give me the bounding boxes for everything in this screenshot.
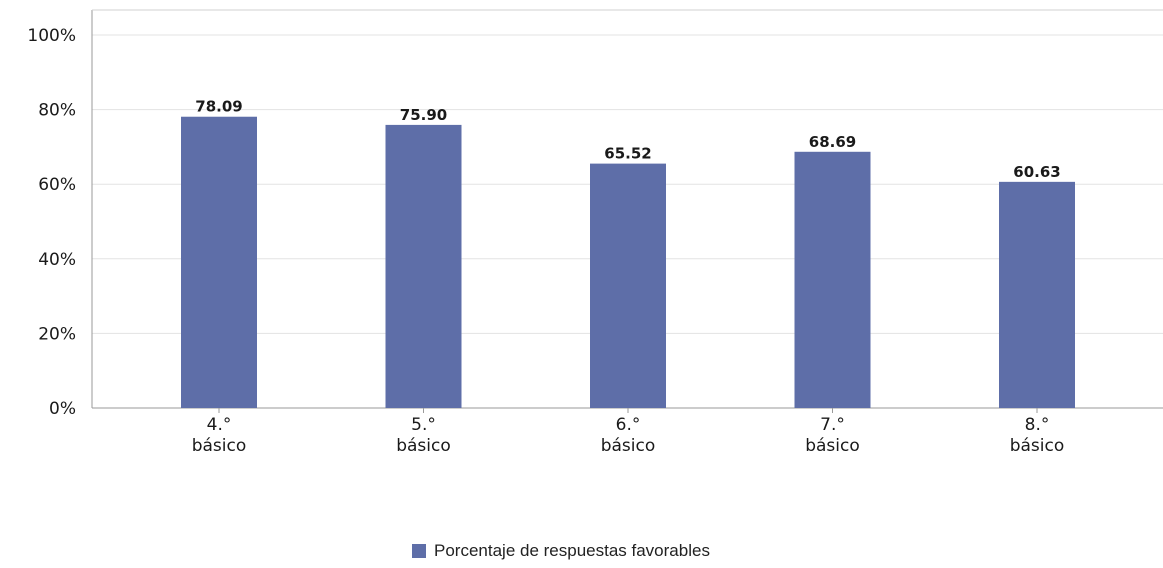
bar xyxy=(181,116,257,408)
bar xyxy=(590,163,666,408)
x-tick-label: básico xyxy=(601,436,656,456)
data-label: 78.09 xyxy=(195,98,242,116)
data-label: 60.63 xyxy=(1013,163,1060,181)
y-tick-label: 40% xyxy=(38,250,76,270)
x-tick-label: básico xyxy=(805,436,860,456)
x-tick-label: básico xyxy=(1010,436,1065,456)
data-label: 68.69 xyxy=(809,133,856,151)
legend-swatch xyxy=(412,544,426,558)
x-tick-label: 7.° xyxy=(820,415,845,435)
y-tick-label: 100% xyxy=(27,26,76,46)
x-tick-label: 4.° xyxy=(207,415,232,435)
x-tick-label: 6.° xyxy=(616,415,641,435)
x-tick-label: 8.° xyxy=(1025,415,1050,435)
bar xyxy=(999,181,1075,408)
x-tick-label: básico xyxy=(192,436,247,456)
y-tick-label: 0% xyxy=(49,399,76,419)
y-tick-label: 20% xyxy=(38,324,76,344)
y-tick-label: 80% xyxy=(38,101,76,121)
data-label: 75.90 xyxy=(400,106,447,124)
y-tick-label: 60% xyxy=(38,175,76,195)
bar xyxy=(794,151,871,408)
data-label: 65.52 xyxy=(604,145,651,163)
chart-legend: Porcentaje de respuestas favorables xyxy=(412,541,710,561)
legend-label: Porcentaje de respuestas favorables xyxy=(434,541,710,560)
bar xyxy=(385,124,462,408)
x-tick-label: básico xyxy=(396,436,451,456)
x-tick-label: 5.° xyxy=(411,415,436,435)
